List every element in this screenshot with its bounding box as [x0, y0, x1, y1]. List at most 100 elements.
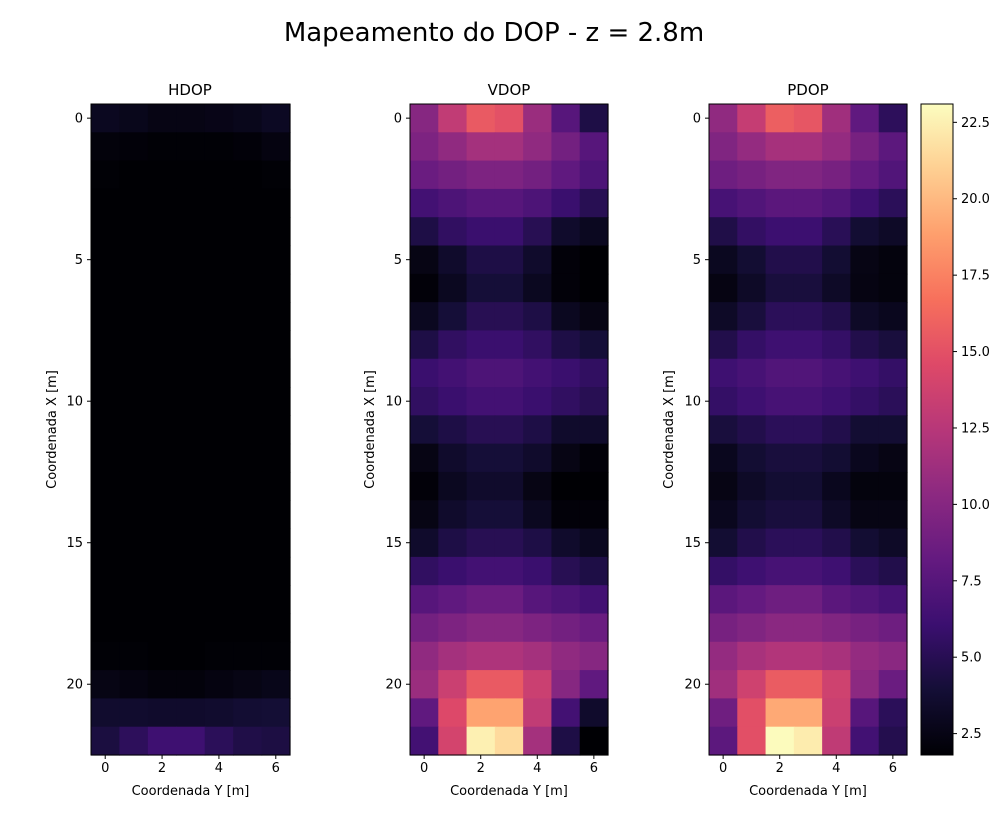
heatmap-cell	[176, 556, 206, 586]
heatmap-cell	[551, 132, 581, 162]
heatmap-cell	[822, 245, 852, 275]
heatmap-cell	[850, 670, 880, 699]
heatmap-cell	[551, 104, 581, 133]
vdop-y-ticks: 0 5 10 15 20	[385, 112, 410, 693]
heatmap-cell	[737, 556, 767, 586]
heatmap-cell	[737, 302, 767, 332]
heatmap-cell	[91, 613, 121, 643]
heatmap-cell	[176, 132, 206, 162]
heatmap-cell	[737, 585, 767, 615]
heatmap-cell	[119, 188, 149, 218]
vdop-heatmap	[410, 104, 609, 756]
heatmap-cell	[878, 302, 908, 332]
heatmap-cell	[523, 160, 553, 190]
heatmap-cell	[204, 302, 234, 332]
heatmap-cell	[551, 330, 581, 360]
heatmap-cell	[765, 358, 795, 388]
heatmap-cell	[822, 160, 852, 190]
heatmap-cell	[709, 585, 738, 615]
heatmap-cell	[793, 528, 823, 558]
heatmap-cell	[233, 585, 263, 615]
heatmap-cell	[822, 302, 852, 332]
vdop-panel: VDOP 0 2 4 6 0 5 10 15 20 Coordenada Y [m] Coor…	[363, 81, 609, 799]
heatmap-cell	[850, 387, 880, 416]
heatmap-cell	[494, 443, 524, 473]
heatmap-cell	[410, 132, 439, 162]
heatmap-cell	[850, 217, 880, 247]
hdop-title: HDOP	[168, 81, 212, 99]
heatmap-cell	[793, 471, 823, 501]
heatmap-cell	[204, 132, 234, 162]
heatmap-cell	[147, 160, 177, 190]
heatmap-cell	[410, 443, 439, 473]
heatmap-cell	[878, 330, 908, 360]
pdop-panel: PDOP 0 2 4 6 0 5 10 15 20 Coordenada Y [m] Coor…	[662, 81, 908, 799]
heatmap-cell	[466, 698, 496, 728]
heatmap-cell	[765, 613, 795, 643]
heatmap-cell	[822, 387, 852, 416]
heatmap-cell	[551, 415, 581, 445]
heatmap-cell	[523, 188, 553, 218]
heatmap-cell	[176, 104, 206, 133]
heatmap-cell	[523, 415, 553, 445]
heatmap-cell	[709, 188, 738, 218]
heatmap-cell	[410, 245, 439, 275]
heatmap-cell	[176, 188, 206, 218]
heatmap-cell	[878, 471, 908, 501]
heatmap-cell	[793, 500, 823, 530]
heatmap-cell	[551, 443, 581, 473]
heatmap-cell	[438, 471, 468, 501]
heatmap-cell	[494, 585, 524, 615]
heatmap-cell	[494, 726, 524, 756]
heatmap-cell	[822, 132, 852, 162]
heatmap-cell	[119, 415, 149, 445]
vdop-y-axis-label: Coordenada X [m]	[363, 370, 378, 489]
heatmap-cell	[737, 471, 767, 501]
heatmap-cell	[709, 641, 738, 671]
heatmap-cell	[793, 160, 823, 190]
heatmap-cell	[579, 387, 609, 416]
heatmap-cell	[494, 613, 524, 643]
y-tick-label: 15	[385, 536, 402, 551]
heatmap-cell	[523, 556, 553, 586]
y-tick-label: 10	[66, 395, 83, 410]
heatmap-cell	[551, 217, 581, 247]
heatmap-cell	[261, 613, 291, 643]
heatmap-cell	[494, 217, 524, 247]
heatmap-cell	[438, 528, 468, 558]
heatmap-cell	[793, 358, 823, 388]
heatmap-cell	[233, 500, 263, 530]
heatmap-cell	[261, 471, 291, 501]
heatmap-cell	[494, 415, 524, 445]
heatmap-cell	[579, 415, 609, 445]
heatmap-cell	[765, 500, 795, 530]
y-tick-label: 5	[693, 253, 701, 268]
heatmap-cell	[709, 273, 738, 303]
heatmap-cell	[438, 698, 468, 728]
heatmap-cell	[119, 585, 149, 615]
heatmap-cell	[119, 613, 149, 643]
heatmap-cell	[709, 670, 738, 699]
heatmap-cell	[233, 160, 263, 190]
heatmap-cell	[438, 556, 468, 586]
heatmap-cell	[822, 330, 852, 360]
heatmap-cell	[233, 358, 263, 388]
heatmap-cell	[878, 585, 908, 615]
heatmap-cell	[204, 726, 234, 756]
heatmap-cell	[204, 698, 234, 728]
heatmap-cell	[579, 528, 609, 558]
figure-title: Mapeamento do DOP - z = 2.8m	[284, 18, 704, 48]
heatmap-cell	[579, 160, 609, 190]
heatmap-cell	[737, 670, 767, 699]
y-tick-label: 15	[66, 536, 83, 551]
heatmap-cell	[737, 358, 767, 388]
heatmap-cell	[822, 358, 852, 388]
heatmap-cell	[850, 188, 880, 218]
heatmap-cell	[147, 500, 177, 530]
heatmap-cell	[466, 273, 496, 303]
heatmap-cell	[523, 500, 553, 530]
heatmap-cell	[737, 641, 767, 671]
heatmap-cell	[410, 273, 439, 303]
heatmap-cell	[176, 387, 206, 416]
heatmap-cell	[850, 726, 880, 756]
